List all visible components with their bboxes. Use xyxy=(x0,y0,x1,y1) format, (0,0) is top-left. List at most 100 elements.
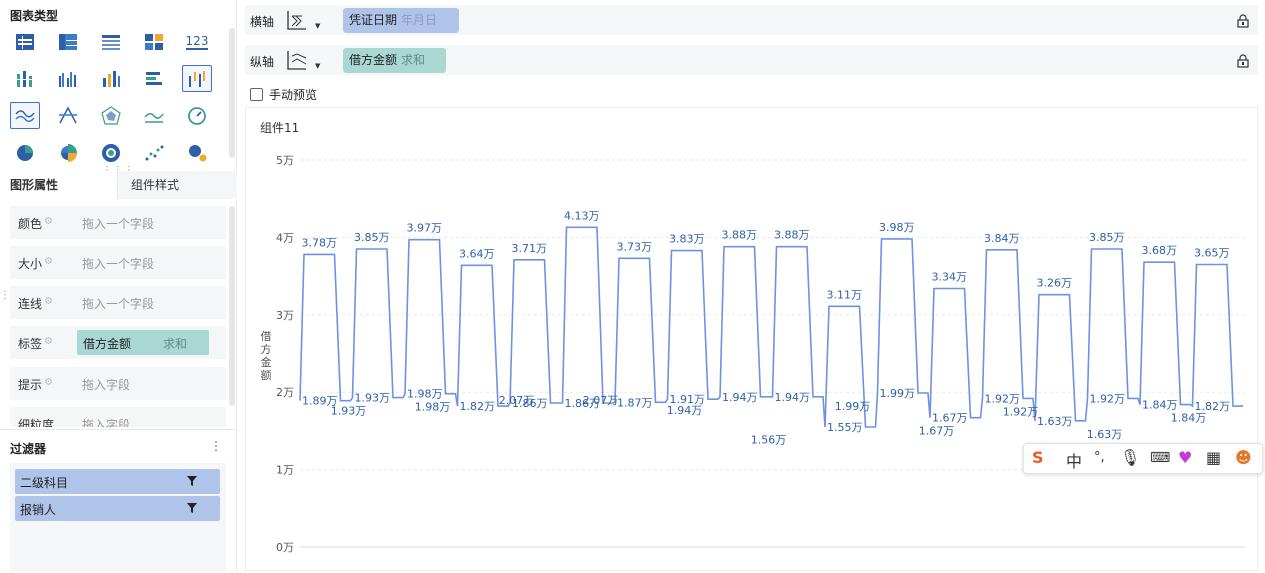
series-line xyxy=(299,226,1243,428)
more-options-icon[interactable]: ⋮ xyxy=(210,439,222,453)
props-scrollbar[interactable] xyxy=(229,206,235,406)
panel-drag-handle-icon[interactable]: ⋮ xyxy=(0,290,10,301)
radar-chart-icon[interactable] xyxy=(96,102,126,129)
data-label-low: 1.82万 xyxy=(460,400,496,413)
chart-types-scrollbar[interactable] xyxy=(229,28,235,158)
prop-connect-line[interactable]: 连线 ⚙ 拖入一个字段 xyxy=(10,286,226,319)
y-axis-title-char: 金 xyxy=(261,355,272,369)
data-label-low: 1.91万 xyxy=(670,393,706,406)
microphone-icon[interactable]: 🎙 xyxy=(1120,448,1141,467)
props-tabs: 图形属性 组件样式 xyxy=(0,171,237,199)
x-tick-label: 2023-05-11 xyxy=(1099,568,1163,570)
lock-icon[interactable] xyxy=(1236,14,1250,28)
prop-color-label: 颜色 xyxy=(18,217,43,231)
prop-size-placeholder: 拖入一个字段 xyxy=(82,257,155,271)
tab-component-style[interactable]: 组件样式 xyxy=(117,171,237,199)
data-label-high: 3.84万 xyxy=(984,232,1020,245)
scatter-chart-icon[interactable] xyxy=(139,139,169,166)
settings-icon[interactable]: ⚙ xyxy=(44,256,53,267)
settings-icon[interactable]: ⚙ xyxy=(44,377,53,388)
mascot-icon[interactable]: ☻ xyxy=(1235,448,1252,467)
settings-icon[interactable]: ⚙ xyxy=(44,216,53,227)
x-tick-label: 2022-07-21 xyxy=(626,568,690,570)
y-tick-label: 2万 xyxy=(276,386,294,399)
filter-item[interactable]: 报销人 xyxy=(15,496,220,521)
data-label-low: 1.84万 xyxy=(1142,399,1178,412)
tab-graphic-props[interactable]: 图形属性 xyxy=(0,171,117,199)
x-axis-row[interactable]: 横轴 ▼ 凭证日期 年月日 xyxy=(245,5,1258,35)
gauge-icon[interactable] xyxy=(182,102,212,129)
lock-icon[interactable] xyxy=(1236,54,1250,68)
data-label-low: 1.82万 xyxy=(1195,400,1231,413)
chevron-down-icon[interactable]: ▼ xyxy=(315,62,321,70)
data-label-low: 1.67万 xyxy=(932,412,968,425)
apps-grid-icon[interactable]: ▦ xyxy=(1206,448,1222,467)
prop-connect-line-placeholder: 拖入一个字段 xyxy=(82,297,155,311)
skin-icon[interactable]: ♥ xyxy=(1178,448,1193,467)
resize-handle-icon[interactable]: ⋯ xyxy=(102,422,113,433)
number-icon[interactable]: 123 xyxy=(185,33,209,50)
x-tick-label: 2023-01-18 xyxy=(922,568,986,570)
resize-handle-icon[interactable]: ⋮⋮⋮ xyxy=(102,165,135,176)
bar-chart-icon[interactable] xyxy=(96,65,126,92)
x-tick-label: 2022-01-09 xyxy=(272,568,336,570)
x-tick-label: 2022-06-19 xyxy=(567,568,631,570)
manual-preview-checkbox[interactable] xyxy=(250,88,263,101)
prop-color[interactable]: 颜色 ⚙ 拖入一个字段 xyxy=(10,206,226,239)
chevron-down-icon[interactable]: ▼ xyxy=(315,22,321,30)
ime-mode[interactable]: 中 xyxy=(1066,452,1083,471)
prop-size[interactable]: 大小 ⚙ 拖入一个字段 xyxy=(10,246,226,279)
sogou-logo-icon[interactable]: S xyxy=(1032,448,1044,467)
x-axis-field-pill[interactable]: 凭证日期 年月日 xyxy=(343,8,459,33)
radar-line-icon[interactable] xyxy=(53,102,83,129)
y-tick-label: 5万 xyxy=(276,154,294,167)
x-axis-field-name: 凭证日期 xyxy=(349,13,398,27)
filter-item-label: 二级科目 xyxy=(20,476,69,490)
bubble-chart-icon[interactable] xyxy=(182,139,212,166)
filter-area[interactable]: 二级科目 报销人 xyxy=(10,463,226,571)
ime-punct[interactable]: °, xyxy=(1094,450,1105,465)
manual-preview-label: 手动预览 xyxy=(269,88,318,102)
x-tick-label: 2022-03-13 xyxy=(390,568,454,570)
pie-chart-icon[interactable] xyxy=(10,139,40,166)
data-label: 1.92万 xyxy=(1003,405,1039,418)
stacked-bar-icon[interactable] xyxy=(10,65,40,92)
area-chart-icon[interactable] xyxy=(139,102,169,129)
y-axis-title-char: 方 xyxy=(261,342,272,356)
prop-connect-line-label: 连线 xyxy=(18,297,43,311)
label-field-pill[interactable]: 借方金额 求和 xyxy=(77,330,209,355)
line-chart-icon[interactable] xyxy=(10,102,40,129)
rose-chart-icon[interactable] xyxy=(53,139,83,166)
prop-tooltip[interactable]: 提示 ⚙ 拖入字段 xyxy=(10,367,226,400)
grouped-bar-icon[interactable] xyxy=(53,65,83,92)
data-label-low: 1.99万 xyxy=(880,387,916,400)
filter-funnel-icon[interactable] xyxy=(186,502,198,514)
dashboard-icon[interactable] xyxy=(139,28,169,55)
filter-item[interactable]: 二级科目 xyxy=(15,469,220,494)
ime-toolbar[interactable]: S 中 °, 🎙 ⌨ ♥ ▦ ☻ xyxy=(1023,443,1263,474)
filter-funnel-icon[interactable] xyxy=(186,475,198,487)
y-axis-title-char: 额 xyxy=(261,369,272,382)
data-label: 1.67万 xyxy=(919,425,955,438)
chart-canvas[interactable]: 组件11 0万 1万 2万 3万 4万 5万借方金额 3.78万 1.89万 3.85万 1.93万… xyxy=(245,107,1258,573)
manual-preview[interactable]: 手动预览 xyxy=(250,86,317,103)
prop-granularity[interactable]: 细粒度 拖入字段 xyxy=(10,407,226,427)
data-label-high: 3.71万 xyxy=(512,242,548,255)
y-axis-icon[interactable] xyxy=(285,48,309,72)
detail-table-icon[interactable] xyxy=(96,28,126,55)
data-label-low: 1.98万 xyxy=(407,388,443,401)
donut-chart-icon[interactable] xyxy=(96,139,126,166)
x-axis-icon[interactable] xyxy=(285,8,309,32)
cross-table-icon[interactable] xyxy=(53,28,83,55)
keyboard-icon[interactable]: ⌨ xyxy=(1150,450,1171,466)
settings-icon[interactable]: ⚙ xyxy=(44,336,53,347)
horizontal-bar-icon[interactable] xyxy=(139,65,169,92)
chart-title: 组件11 xyxy=(260,121,299,135)
prop-label[interactable]: 标签 ⚙ 借方金额 求和 xyxy=(10,326,226,359)
table-icon[interactable] xyxy=(10,28,40,55)
settings-icon[interactable]: ⚙ xyxy=(44,296,53,307)
y-axis-field-pill[interactable]: 借方金额 求和 xyxy=(343,48,446,73)
waterfall-bar-icon[interactable] xyxy=(182,65,212,92)
y-axis-row[interactable]: 纵轴 ▼ 借方金额 求和 xyxy=(245,45,1258,75)
